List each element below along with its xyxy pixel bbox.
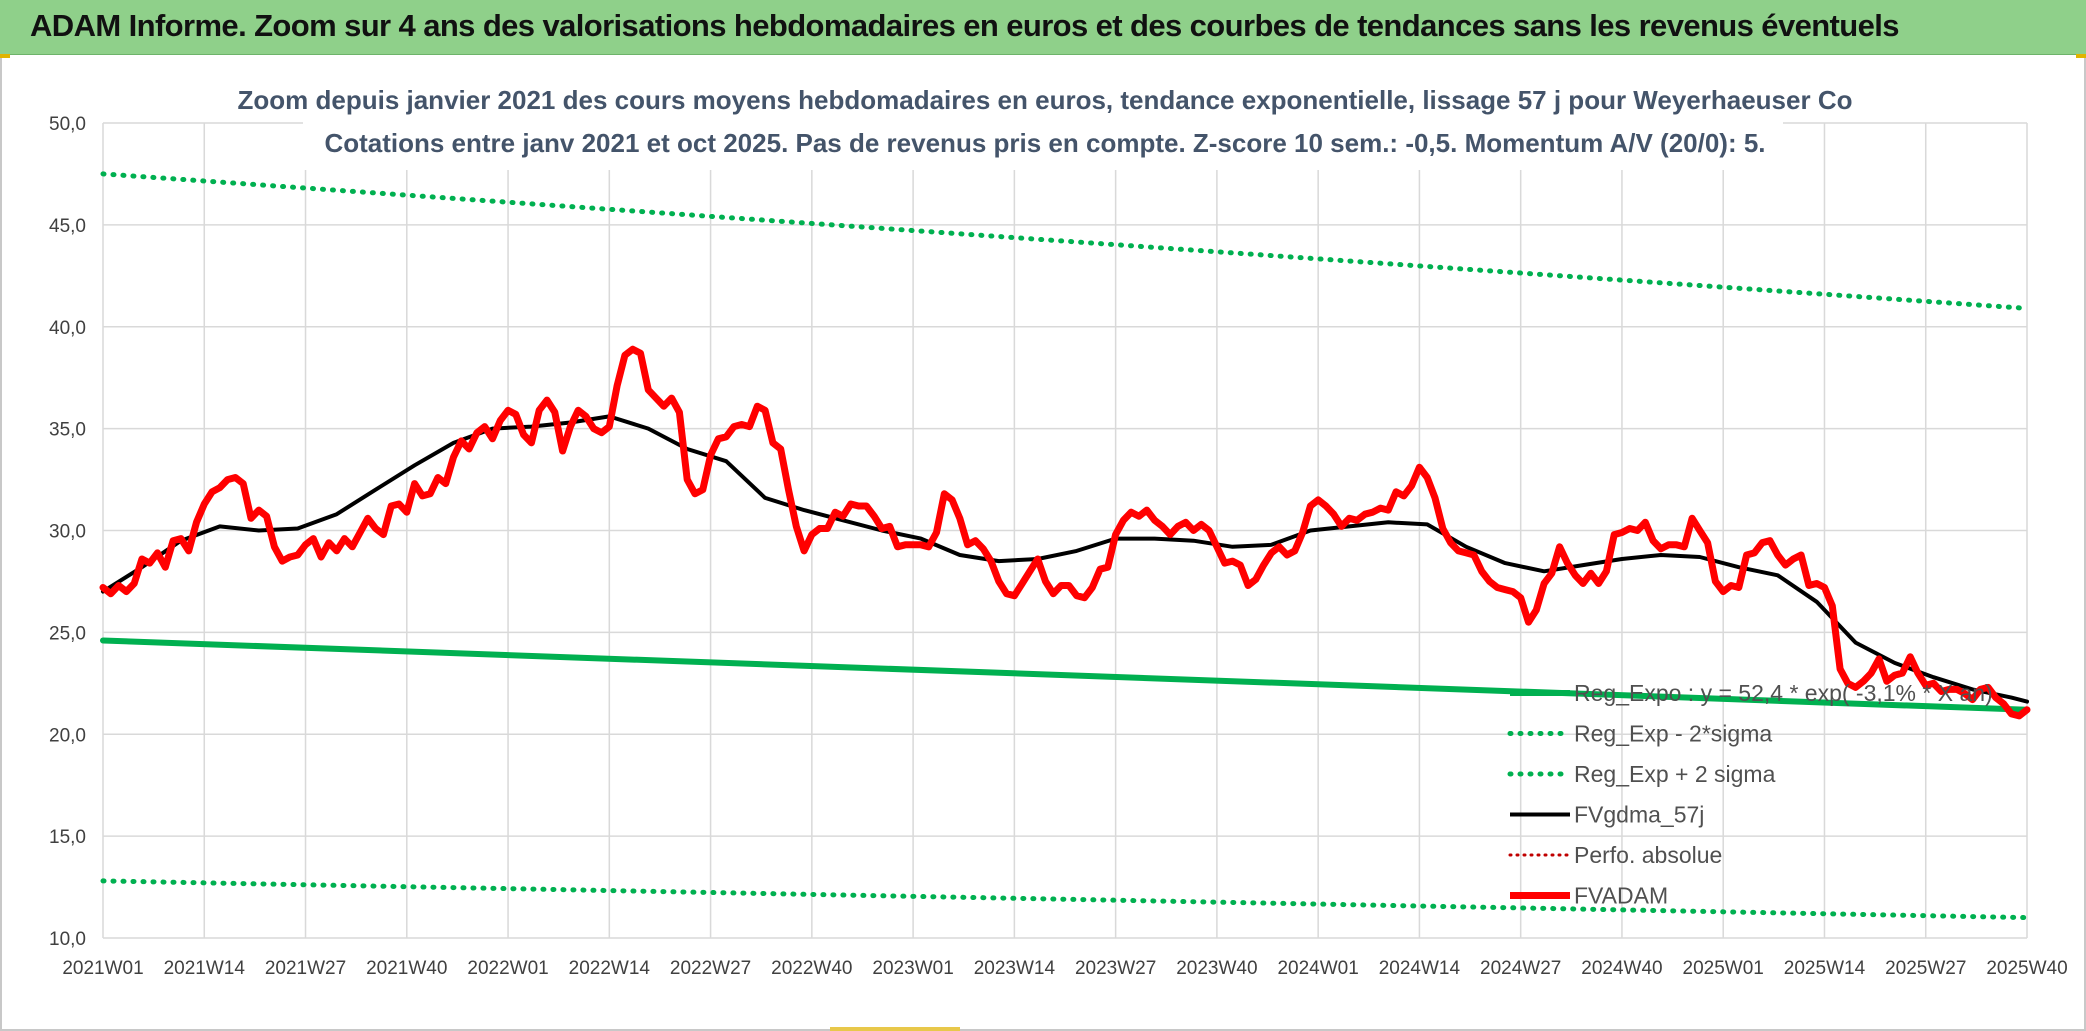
x-tick-label: 2024W40: [1581, 958, 1662, 979]
x-tick-label: 2021W27: [265, 958, 346, 979]
chart-legend: Reg_Expo : y = 52,4 * exp( -3,1% * X an)…: [1507, 680, 1993, 909]
y-tick-label: 15,0: [49, 827, 86, 848]
fvadam-line: [99, 345, 2031, 720]
reg-expo-line: [100, 637, 2030, 713]
x-tick-label: 2023W01: [872, 958, 953, 979]
x-tick-label: 2024W27: [1480, 958, 1561, 979]
legend-label: FVgdma_57j: [1574, 802, 1704, 828]
reg-exp-minus-2sigma-line: [100, 878, 2030, 921]
fvgdma-57j-line: [101, 414, 2029, 704]
y-tick-label: 45,0: [49, 216, 86, 237]
legend-label: Perfo. absolue: [1574, 842, 1722, 868]
x-tick-label: 2021W01: [62, 958, 143, 979]
bottom-accent: [830, 1027, 960, 1031]
chart-gridlines: [102, 122, 2028, 939]
banner-accent-left: [0, 54, 10, 58]
series-layer: [99, 171, 2031, 921]
y-tick-label: 35,0: [49, 420, 86, 441]
x-axis-ticks: 2021W01 2021W14 2021W27 2021W40 2022W01 2022W…: [62, 958, 2067, 979]
legend-label: Reg_Expo : y = 52,4 * exp( -3,1% * X an): [1574, 680, 1993, 706]
legend-label: Reg_Exp - 2*sigma: [1574, 721, 1772, 747]
x-tick-label: 2022W14: [569, 958, 651, 979]
x-tick-label: 2024W01: [1277, 958, 1358, 979]
legend-label: Reg_Exp + 2 sigma: [1574, 761, 1776, 787]
x-tick-label: 2022W01: [467, 958, 548, 979]
y-tick-label: 40,0: [49, 318, 86, 339]
x-tick-label: 2024W14: [1379, 958, 1461, 979]
x-tick-label: 2023W40: [1176, 958, 1257, 979]
report-title: ADAM Informe. Zoom sur 4 ans des valoris…: [30, 8, 1900, 43]
x-tick-label: 2022W40: [771, 958, 852, 979]
report-banner: ADAM Informe. Zoom sur 4 ans des valoris…: [0, 0, 2086, 55]
x-tick-label: 2022W27: [670, 958, 751, 979]
title-background: [303, 80, 1783, 170]
x-tick-label: 2021W40: [366, 958, 447, 979]
x-tick-label: 2025W40: [1986, 958, 2067, 979]
y-axis-ticks: 10,0 15,0 20,0 25,0 30,0 35,0 40,0 45,0 50,0: [49, 114, 86, 950]
reg-exp-plus-2sigma-line: [100, 171, 2030, 311]
x-tick-label: 2023W14: [974, 958, 1056, 979]
y-tick-label: 50,0: [49, 114, 86, 135]
banner-accent-right: [2076, 54, 2086, 58]
y-tick-label: 25,0: [49, 623, 86, 644]
y-tick-label: 10,0: [49, 929, 86, 950]
chart-subtitle: Cotations entre janv 2021 et oct 2025. P…: [324, 128, 1765, 158]
x-tick-label: 2021W14: [164, 958, 246, 979]
x-tick-label: 2023W27: [1075, 958, 1156, 979]
x-tick-label: 2025W01: [1683, 958, 1764, 979]
y-tick-label: 20,0: [49, 725, 86, 746]
legend-label: FVADAM: [1574, 883, 1668, 909]
x-tick-label: 2025W27: [1885, 958, 1966, 979]
chart-title: Zoom depuis janvier 2021 des cours moyen…: [238, 85, 1853, 115]
x-tick-label: 2025W14: [1784, 958, 1866, 979]
y-tick-label: 30,0: [49, 522, 86, 543]
